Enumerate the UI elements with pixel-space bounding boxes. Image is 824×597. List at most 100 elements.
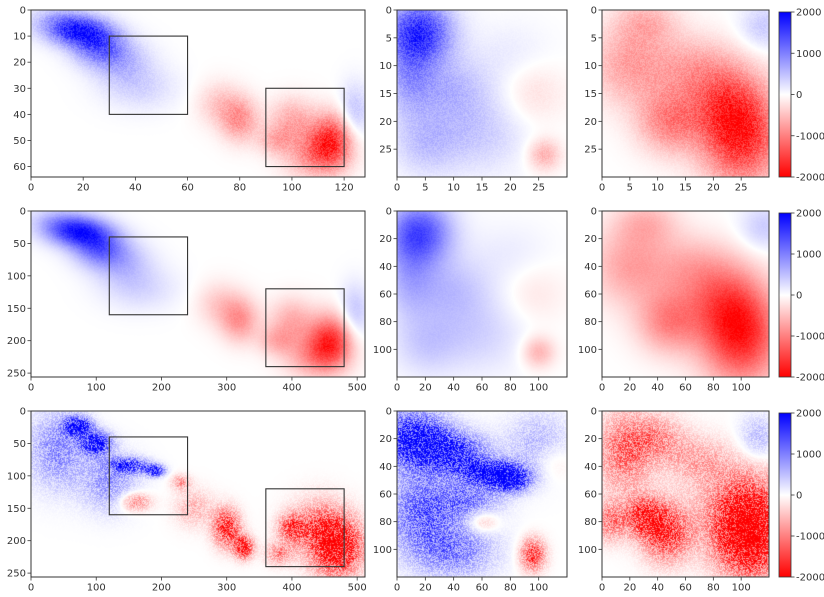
x-tick-label: 80 <box>504 383 517 394</box>
y-tick-label: 100 <box>7 471 26 482</box>
region-box <box>108 236 189 316</box>
colorbar-tick-label: 1000 <box>796 49 821 60</box>
y-tick-label: 0 <box>591 407 597 418</box>
x-tick-label: 5 <box>627 183 633 194</box>
y-tick-label: 80 <box>379 517 392 528</box>
colorbar-gradient <box>778 212 792 378</box>
heatmap-panel-r1c2: 0 20 40 60 80 100 0 20 40 60 80 100 <box>578 207 770 394</box>
x-tick-label: 0 <box>28 583 34 594</box>
heatmap-image <box>602 10 769 177</box>
y-tick-label: 80 <box>584 317 597 328</box>
colorbar-tick-label: 0 <box>796 491 802 502</box>
colorbar-tick-label: 1000 <box>796 450 821 461</box>
heatmap-image <box>602 211 769 377</box>
y-tick-label: 25 <box>584 145 597 156</box>
y-tick-label: 0 <box>386 407 392 418</box>
y-tick-label: 200 <box>7 536 26 547</box>
heatmap-image <box>31 211 365 377</box>
x-tick-label: 0 <box>394 383 400 394</box>
y-tick-label: 20 <box>379 434 392 445</box>
heatmap-image <box>602 411 769 577</box>
y-tick-label: 10 <box>379 61 392 72</box>
x-tick-label: 100 <box>282 183 301 194</box>
x-tick-label: 0 <box>28 183 34 194</box>
y-tick-label: 80 <box>379 317 392 328</box>
x-tick-label: 20 <box>707 183 720 194</box>
x-tick-label: 500 <box>348 583 367 594</box>
x-tick-label: 0 <box>599 183 605 194</box>
colorbar-tick-label: 2000 <box>796 8 821 19</box>
y-tick-label: 15 <box>379 89 392 100</box>
y-tick-label: 100 <box>373 345 392 356</box>
colorbar-tick-label: 0 <box>796 90 802 101</box>
colorbar-tick-label: 1000 <box>796 250 821 261</box>
region-box <box>265 288 345 368</box>
colorbar-gradient <box>778 11 792 178</box>
y-tick-label: 80 <box>584 517 597 528</box>
y-tick-label: 100 <box>578 545 597 556</box>
x-tick-label: 5 <box>422 183 428 194</box>
y-tick-label: 10 <box>584 61 597 72</box>
heatmap-image <box>31 411 365 577</box>
heatmap-panel-r1c1: 0 20 40 60 80 100 0 20 40 60 80 100 <box>373 207 568 394</box>
x-tick-label: 80 <box>504 583 517 594</box>
axes-frame <box>30 410 366 578</box>
x-tick-label: 200 <box>152 383 171 394</box>
x-tick-label: 120 <box>335 183 354 194</box>
y-tick-label: 15 <box>584 89 597 100</box>
heatmap-panel-r0c2: 0 5 10 15 20 25 0 5 10 15 20 25 <box>584 6 770 194</box>
y-tick-label: 10 <box>13 32 26 43</box>
y-tick-label: 0 <box>386 207 392 218</box>
colorbar-r1: 2000 1000 0 -1000 -2000 <box>778 209 824 384</box>
heatmap-panel-r2c0: 0 100 200 300 400 500 0 50 100 150 200 250 <box>7 407 367 594</box>
region-box <box>108 436 189 516</box>
x-tick-label: 20 <box>419 383 432 394</box>
x-tick-label: 80 <box>233 183 246 194</box>
colorbar-tick-label: -2000 <box>796 173 824 184</box>
x-tick-label: 20 <box>623 383 636 394</box>
y-tick-label: 5 <box>386 33 392 44</box>
x-tick-label: 100 <box>732 583 751 594</box>
heatmap-image <box>31 10 365 177</box>
y-tick-label: 40 <box>379 462 392 473</box>
x-tick-label: 15 <box>679 183 692 194</box>
y-tick-label: 0 <box>20 407 26 418</box>
y-tick-label: 60 <box>584 490 597 501</box>
colorbar-tick-label: -2000 <box>796 373 824 384</box>
y-tick-label: 60 <box>379 490 392 501</box>
y-tick-label: 150 <box>7 504 26 515</box>
y-tick-label: 60 <box>584 290 597 301</box>
x-tick-label: 400 <box>282 383 301 394</box>
x-tick-label: 0 <box>28 383 34 394</box>
y-tick-label: 30 <box>13 84 26 95</box>
y-tick-label: 150 <box>7 304 26 315</box>
y-tick-label: 20 <box>13 58 26 69</box>
x-tick-label: 40 <box>447 383 460 394</box>
x-tick-label: 15 <box>476 183 489 194</box>
heatmap-panel-r2c1: 0 20 40 60 80 100 0 20 40 60 80 100 <box>373 407 568 594</box>
x-tick-label: 200 <box>152 583 171 594</box>
y-tick-label: 0 <box>20 207 26 218</box>
x-tick-label: 500 <box>348 383 367 394</box>
y-tick-label: 20 <box>584 434 597 445</box>
x-tick-label: 40 <box>447 583 460 594</box>
y-tick-label: 50 <box>13 239 26 250</box>
x-tick-label: 20 <box>504 183 517 194</box>
x-tick-label: 20 <box>77 183 90 194</box>
heatmap-image <box>397 10 567 177</box>
x-tick-label: 80 <box>707 383 720 394</box>
y-tick-label: 20 <box>379 117 392 128</box>
x-tick-label: 60 <box>181 183 194 194</box>
y-tick-label: 20 <box>379 234 392 245</box>
x-tick-label: 100 <box>529 583 548 594</box>
colorbar-r0: 2000 1000 0 -1000 -2000 <box>778 8 824 184</box>
y-tick-label: 0 <box>591 6 597 17</box>
heatmap-panel-r1c0: 0 100 200 300 400 500 0 50 100 150 200 250 <box>7 207 367 394</box>
heatmap-image <box>397 411 567 577</box>
x-tick-label: 60 <box>679 383 692 394</box>
colorbar-tick-label: 2000 <box>796 409 821 420</box>
heatmap-image <box>397 211 567 377</box>
y-tick-label: 250 <box>7 369 26 380</box>
x-tick-label: 0 <box>394 583 400 594</box>
y-tick-label: 40 <box>13 110 26 121</box>
